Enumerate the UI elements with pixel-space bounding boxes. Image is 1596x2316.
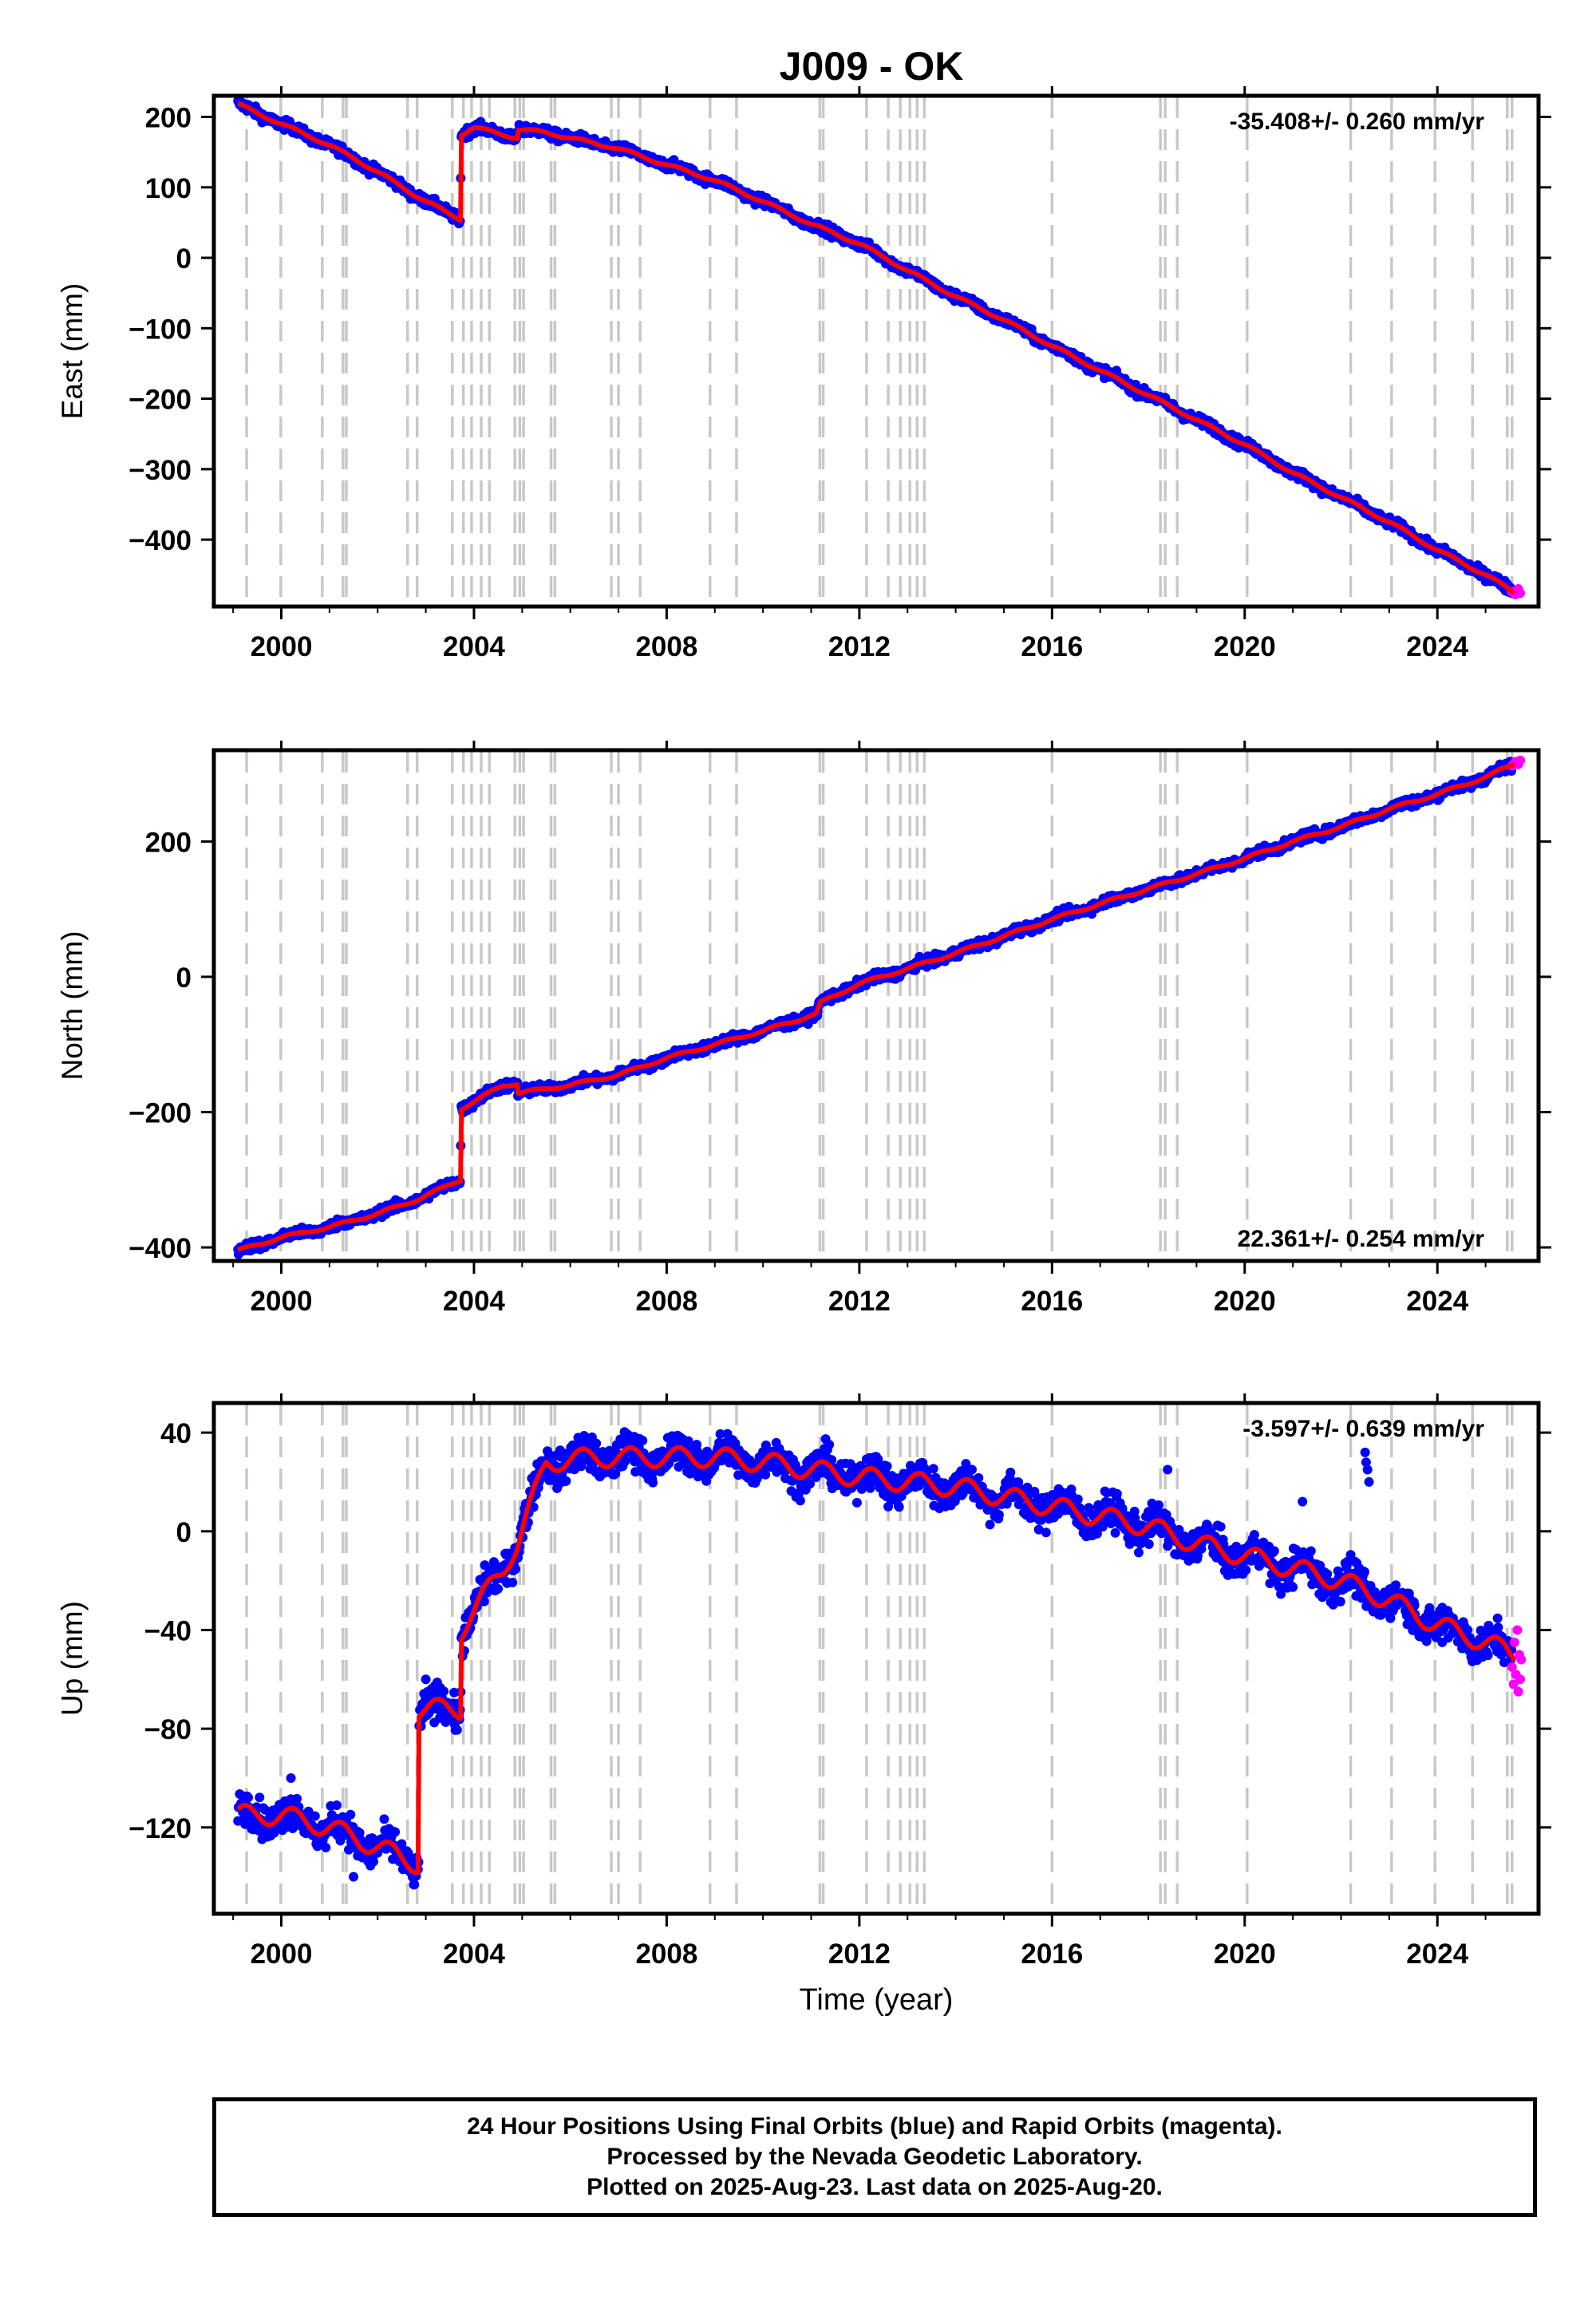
y-axis-label: East (mm) [56,283,89,420]
x-tick-label: 2024 [1406,1286,1468,1317]
x-tick-label: 2024 [1406,631,1468,662]
x-tick-label: 2020 [1214,1286,1276,1317]
y-tick-label: −400 [128,1233,192,1264]
panel-frame [211,93,1541,609]
x-tick-label: 2004 [443,1286,505,1317]
model-line [236,101,1516,595]
data-point [321,1843,331,1852]
rapid-point [1515,755,1526,765]
y-tick-label: 200 [145,827,192,858]
rate-label: -35.408+/- 0.260 mm/yr [1230,109,1485,135]
data-point [346,1809,356,1820]
data-point [452,1725,462,1735]
x-tick-label: 2004 [443,631,505,662]
plot-title: J009 - OK [780,44,964,89]
x-axis: 2000 2004 2008 2012 2016 2020 2024 [232,86,1487,662]
data-point [292,1793,302,1804]
data-point [310,1811,320,1821]
rapid-point [1515,588,1526,599]
final-orbit-points [233,96,1516,598]
data-point [243,1792,253,1803]
y-tick-label: 100 [145,173,192,204]
y-tick-label: 0 [176,962,192,994]
data-point [255,1792,265,1803]
data-point [379,1814,389,1824]
y-tick-label: −200 [128,1098,192,1129]
x-tick-label: 2000 [251,1286,313,1317]
data-point [493,1583,504,1594]
panel-3: 2000 2004 2008 2012 2016 2020 2024400−40−80−12… [56,1393,1551,2017]
x-tick-label: 2012 [828,631,891,662]
final-orbit-points [233,1427,1516,1890]
panel-2: 2000 2004 2008 2012 2016 2020 20242000−200−400… [56,741,1551,1317]
data-point [409,1879,420,1890]
x-tick-label: 2016 [1021,631,1083,662]
x-tick-label: 2016 [1021,1286,1083,1317]
data-point [508,1577,518,1587]
event-lines [245,97,1514,605]
rate-label: 22.361+/- 0.254 mm/yr [1238,1226,1485,1252]
panels: 2000 2004 2008 2012 2016 2020 20242001000−100−… [56,86,1551,2017]
x-tick-label: 2000 [251,631,313,662]
y-tick-label: −400 [128,525,192,556]
panel-1: 2000 2004 2008 2012 2016 2020 2024 200 100 0 −100 −… [56,86,1551,662]
data-point [390,1827,401,1837]
x-tick-label: 2008 [635,1286,697,1317]
x-tick-label: 2012 [828,1286,891,1317]
y-axis-label: North (mm) [56,931,89,1080]
y-tick-label: 200 [145,102,192,133]
y-tick-label: −200 [128,385,192,416]
y-tick-label: −300 [128,455,192,486]
y-tick-label: −100 [128,314,192,345]
data-point [331,1800,342,1810]
x-tick-label: 2008 [635,631,697,662]
x-tick-label: 2020 [1214,631,1276,662]
data-point [439,1686,449,1697]
y-tick-label: 0 [176,243,192,275]
